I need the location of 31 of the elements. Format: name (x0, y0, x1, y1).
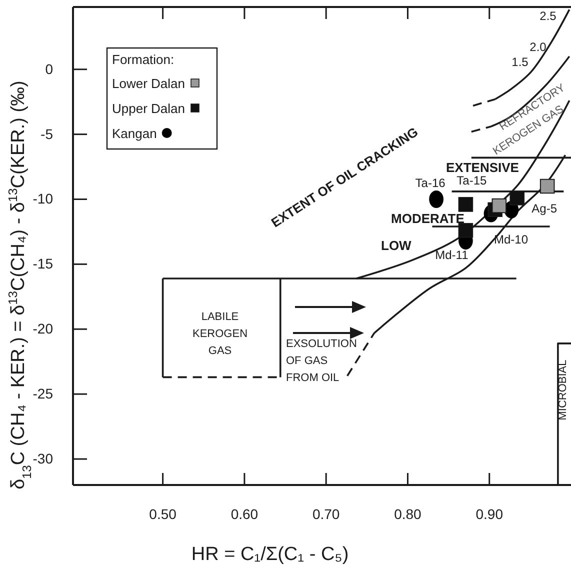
y-tick-label: -20 (32, 320, 54, 337)
x-tick-label: 0.80 (394, 506, 422, 522)
x-tick-label: 0.90 (476, 506, 504, 522)
annotation: MODERATE (391, 211, 465, 226)
annotation: Ag-5 (532, 201, 558, 216)
annotation: 1.5 (512, 55, 529, 69)
legend-label: Lower Dalan (112, 76, 185, 91)
y-tick-label: -10 (32, 190, 54, 207)
annotation: EXSOLUTION OF GAS FROM OIL (286, 338, 357, 384)
x-tick-label: 0.70 (312, 506, 340, 522)
annotation: MICROBIAL (557, 360, 569, 420)
y-tick-label: -25 (32, 386, 54, 402)
y-tick-label: -30 (32, 450, 54, 466)
x-axis-title: HR = C₁/Σ(C₁ - C₅) (191, 544, 349, 565)
legend-title: Formation: (112, 52, 174, 67)
annotation: Md-11 (435, 248, 469, 262)
annotation: Ta-16 (415, 176, 446, 190)
annotation: 2.0 (530, 40, 547, 54)
annotation: LOW (381, 238, 412, 253)
annotation: 2.5 (540, 9, 557, 23)
y-tick-label: -15 (32, 256, 54, 272)
legend-label: Kangan (112, 126, 157, 141)
legend-label: Upper Dalan (112, 101, 185, 116)
y-tick-label: 0 (45, 60, 54, 77)
annotation: Ta-15 (456, 173, 488, 188)
annotation: Md-10 (494, 232, 528, 247)
annotation: LABILE KEROGEN GAS (192, 311, 248, 357)
x-tick-label: 0.50 (149, 506, 177, 522)
x-tick-label: 0.60 (230, 506, 258, 522)
y-tick-label: -5 (40, 126, 54, 142)
annotation: EXTENSIVE (446, 160, 520, 175)
